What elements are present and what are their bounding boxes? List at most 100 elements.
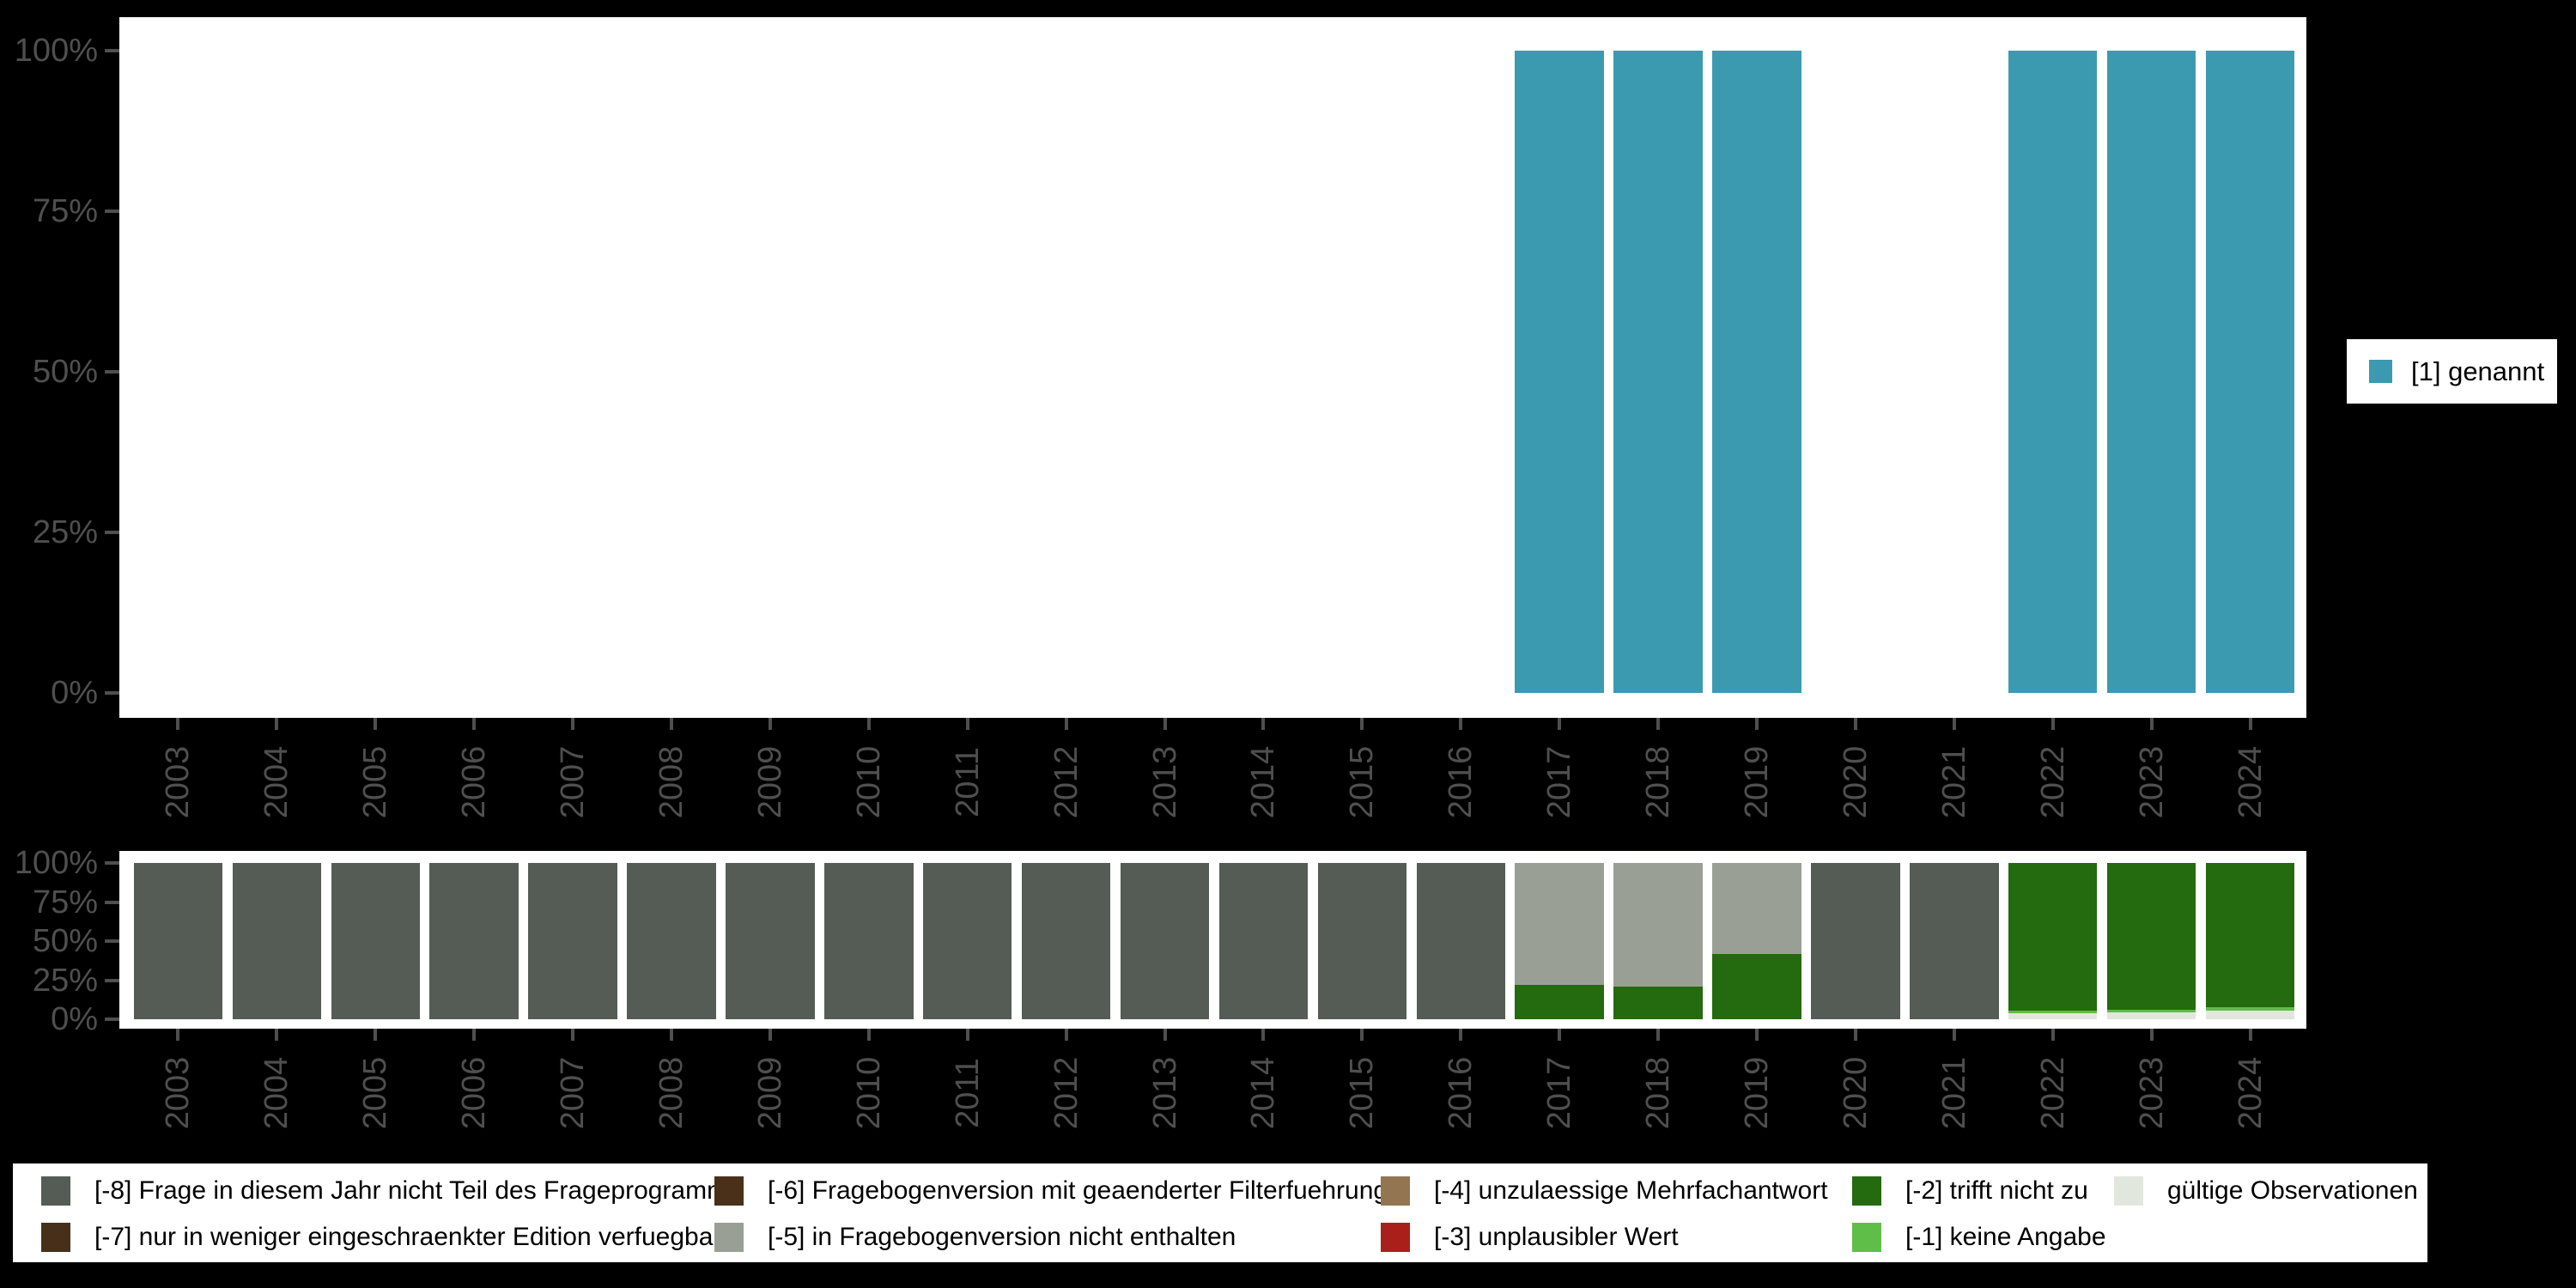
bar-segment (1515, 984, 1604, 1019)
x-tick (472, 718, 477, 730)
legend-item: [-3] unplausibler Wert (1381, 1220, 1679, 1255)
x-tick (1755, 1029, 1759, 1041)
y-tick-label: 50% (32, 923, 98, 959)
x-tick (1064, 1029, 1068, 1041)
y-tick (105, 370, 119, 374)
legend-swatch (1852, 1223, 1881, 1252)
bar-segment (2205, 1007, 2295, 1011)
bar-segment (331, 863, 420, 1019)
legend-item: [-7] nur in weniger eingeschraenkter Edi… (41, 1220, 721, 1255)
bar-segment (1712, 953, 1801, 1019)
x-tick (472, 1029, 477, 1041)
x-tick-label: 2013 (1146, 1056, 1183, 1130)
y-tick (105, 978, 119, 982)
legend-label: gültige Observationen (2167, 1176, 2418, 1205)
bar-segment (1613, 863, 1703, 987)
x-tick-label: 2017 (1541, 1056, 1578, 1130)
x-tick-label: 2021 (1935, 1056, 1972, 1130)
legend-label: [-3] unplausibler Wert (1434, 1223, 1679, 1251)
bar-segment (1613, 51, 1703, 693)
legend-item: [-8] Frage in diesem Jahr nicht Teil des… (41, 1174, 741, 1208)
x-tick-label: 2004 (258, 745, 295, 819)
y-tick-label: 0% (51, 1001, 98, 1037)
x-tick (1360, 1029, 1364, 1041)
legend-swatch (41, 1223, 70, 1252)
y-tick-label: 75% (32, 193, 98, 229)
legend-label: [-1] keine Angabe (1905, 1223, 2106, 1251)
x-tick (374, 718, 378, 730)
x-tick (1261, 1029, 1266, 1041)
bar-segment (1317, 863, 1407, 1019)
legend-swatch (1381, 1176, 1410, 1206)
x-tick (2149, 718, 2154, 730)
bar-segment (2008, 1012, 2098, 1019)
legend-label: [-6] Fragebogenversion mit geaenderter F… (768, 1176, 1388, 1205)
y-tick (105, 1018, 119, 1021)
y-tick (105, 210, 119, 213)
x-tick-label: 2018 (1640, 745, 1677, 819)
x-tick-label: 2018 (1640, 1056, 1677, 1130)
x-tick (965, 718, 969, 730)
x-tick-label: 2021 (1935, 745, 1972, 819)
x-tick-label: 2022 (2034, 1056, 2071, 1130)
bar-segment (2008, 1010, 2098, 1013)
x-tick (1558, 1029, 1562, 1041)
bar-segment (1910, 863, 1999, 1019)
bar-segment (2106, 51, 2196, 693)
x-tick (1360, 718, 1364, 730)
legend-label: [-8] Frage in diesem Jahr nicht Teil des… (94, 1176, 742, 1205)
x-tick (571, 718, 575, 730)
bar-segment (133, 863, 223, 1019)
x-tick (275, 718, 279, 730)
x-tick-label: 2009 (751, 1056, 788, 1130)
bar-segment (1811, 863, 1900, 1019)
y-tick (105, 531, 119, 534)
bar-segment (2205, 1010, 2295, 1019)
x-tick (1261, 718, 1266, 730)
x-tick (2050, 718, 2055, 730)
y-tick-label: 25% (32, 962, 98, 999)
x-tick (2248, 718, 2252, 730)
x-tick-label: 2016 (1443, 745, 1479, 819)
missings-legend: [-8] Frage in diesem Jahr nicht Teil des… (13, 1163, 2427, 1262)
x-tick-label: 2011 (949, 1058, 986, 1128)
x-tick (1755, 718, 1759, 730)
x-tick-label: 2022 (2034, 745, 2071, 819)
legend-swatch (714, 1223, 744, 1252)
x-tick (866, 718, 871, 730)
bar-segment (2205, 863, 2295, 1008)
x-tick (965, 1029, 969, 1041)
bar-segment (1021, 863, 1111, 1019)
x-tick-label: 2024 (2232, 745, 2269, 819)
x-tick-label: 2015 (1344, 1056, 1381, 1130)
x-tick (670, 1029, 673, 1041)
y-tick-label: 100% (14, 845, 98, 881)
bar-segment (528, 863, 617, 1019)
bar-segment (1120, 863, 1210, 1019)
x-tick-label: 2012 (1048, 1056, 1084, 1130)
bar-segment (923, 863, 1012, 1019)
x-tick-label: 2016 (1443, 1056, 1479, 1130)
x-tick (1558, 718, 1562, 730)
genannt-swatch (2369, 360, 2392, 383)
bar-segment (2205, 51, 2295, 693)
x-tick-label: 2012 (1048, 745, 1084, 819)
x-tick (1656, 1029, 1661, 1041)
x-tick (1163, 718, 1167, 730)
x-tick-label: 2007 (555, 745, 592, 819)
legend-label: [-7] nur in weniger eingeschraenkter Edi… (94, 1223, 722, 1251)
x-tick (1656, 718, 1661, 730)
x-tick-label: 2007 (555, 1056, 592, 1130)
x-tick-label: 2020 (1837, 1056, 1874, 1130)
x-tick-label: 2020 (1837, 745, 1874, 819)
y-tick-label: 0% (51, 675, 98, 711)
x-tick (2050, 1029, 2055, 1041)
x-tick-label: 2003 (160, 745, 197, 819)
x-tick-label: 2006 (456, 1056, 493, 1130)
x-tick (768, 1029, 772, 1041)
legend-swatch (2114, 1176, 2143, 1206)
legend-item: gültige Observationen (2114, 1174, 2418, 1208)
legend-item: [-6] Fragebogenversion mit geaenderter F… (714, 1174, 1388, 1208)
bar-segment (1515, 863, 1604, 985)
x-tick (2149, 1029, 2154, 1041)
